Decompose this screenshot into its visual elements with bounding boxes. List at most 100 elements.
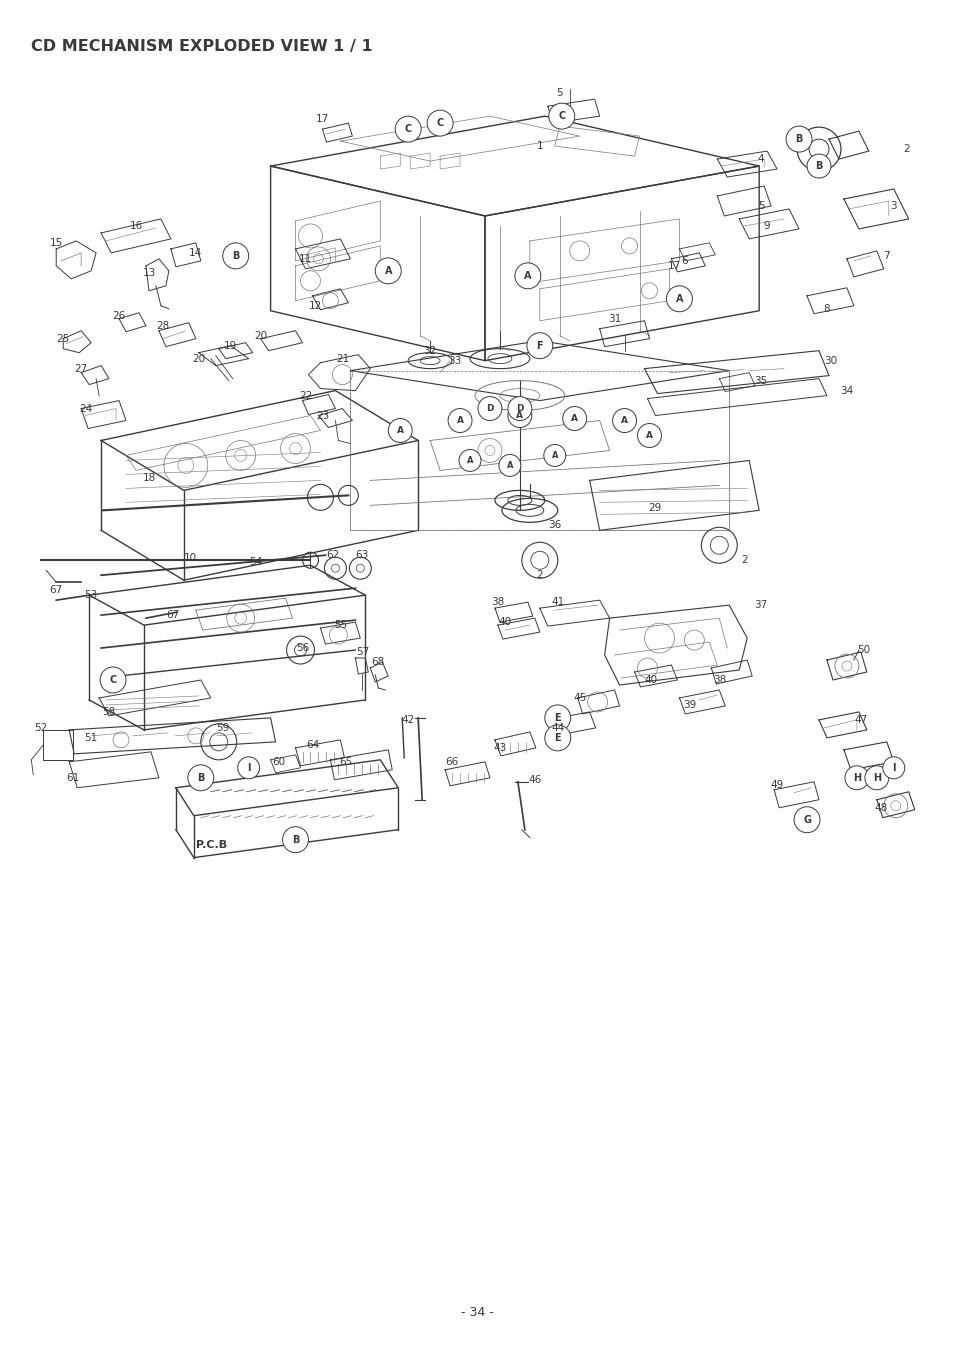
Text: 39: 39	[682, 700, 696, 709]
Circle shape	[427, 111, 453, 136]
Text: 67: 67	[50, 585, 63, 596]
Text: 1: 1	[536, 141, 542, 151]
Text: 53: 53	[85, 590, 97, 600]
Text: 3: 3	[889, 201, 896, 211]
Text: H: H	[872, 773, 880, 782]
Text: 35: 35	[754, 376, 767, 385]
Text: 43: 43	[493, 743, 506, 753]
Text: A: A	[384, 266, 392, 276]
Text: 17: 17	[315, 113, 329, 124]
Text: 11: 11	[298, 254, 312, 263]
Text: 26: 26	[112, 311, 126, 320]
Text: 38: 38	[491, 597, 504, 607]
Text: 47: 47	[853, 715, 866, 725]
Text: 59: 59	[216, 723, 229, 732]
Circle shape	[562, 407, 586, 431]
Circle shape	[806, 154, 830, 178]
Text: C: C	[436, 118, 443, 128]
Text: A: A	[551, 451, 558, 459]
Text: A: A	[456, 416, 463, 426]
Circle shape	[388, 419, 412, 443]
Circle shape	[188, 765, 213, 790]
Text: 34: 34	[840, 385, 853, 396]
Text: 22: 22	[298, 390, 312, 401]
Circle shape	[507, 397, 531, 420]
Circle shape	[100, 667, 126, 693]
Text: G: G	[802, 815, 810, 824]
Circle shape	[793, 807, 820, 832]
Text: 23: 23	[315, 411, 329, 420]
Text: 32: 32	[423, 346, 436, 355]
Circle shape	[375, 258, 401, 284]
Text: 40: 40	[644, 676, 658, 685]
Text: 24: 24	[79, 404, 92, 413]
Text: 7: 7	[882, 251, 889, 261]
Text: 65: 65	[338, 757, 352, 767]
Text: 9: 9	[763, 222, 770, 231]
Circle shape	[498, 454, 520, 477]
Text: 6: 6	[680, 255, 687, 266]
Text: D: D	[486, 404, 494, 413]
Circle shape	[864, 766, 888, 790]
Text: 44: 44	[551, 723, 564, 732]
Text: 25: 25	[56, 334, 70, 343]
Text: A: A	[396, 426, 403, 435]
Text: A: A	[620, 416, 627, 426]
Text: 62: 62	[326, 550, 338, 561]
Text: 42: 42	[401, 715, 415, 725]
Text: A: A	[466, 455, 473, 465]
Text: A: A	[675, 293, 682, 304]
Text: 10: 10	[184, 554, 197, 563]
Text: B: B	[197, 773, 204, 782]
Text: A: A	[523, 270, 531, 281]
Text: 4: 4	[757, 154, 763, 163]
Text: 29: 29	[647, 504, 660, 513]
Text: C: C	[110, 676, 116, 685]
Text: 68: 68	[372, 657, 384, 667]
Text: 2: 2	[902, 145, 909, 154]
Circle shape	[785, 126, 811, 153]
Text: 2: 2	[740, 555, 747, 565]
Text: 61: 61	[67, 773, 80, 782]
Text: B: B	[795, 134, 801, 145]
Text: - 34 -: - 34 -	[460, 1305, 493, 1319]
Text: 20: 20	[193, 354, 205, 363]
Circle shape	[666, 286, 692, 312]
Text: 36: 36	[548, 520, 560, 531]
Text: A: A	[571, 413, 578, 423]
Text: 17: 17	[667, 261, 680, 270]
Circle shape	[515, 263, 540, 289]
Text: 19: 19	[224, 340, 237, 351]
Circle shape	[526, 332, 552, 358]
Text: 5: 5	[556, 88, 562, 99]
Text: 66: 66	[445, 757, 458, 767]
Text: B: B	[292, 835, 299, 844]
Text: 48: 48	[873, 802, 886, 813]
Circle shape	[507, 404, 531, 427]
Circle shape	[458, 450, 480, 471]
Text: B: B	[815, 161, 821, 172]
Text: C: C	[404, 124, 412, 134]
Text: A: A	[506, 461, 513, 470]
Text: 51: 51	[85, 732, 97, 743]
Text: 21: 21	[335, 354, 349, 363]
Text: 57: 57	[355, 647, 369, 657]
Text: F: F	[536, 340, 542, 351]
Text: B: B	[232, 251, 239, 261]
Circle shape	[544, 725, 570, 751]
Circle shape	[222, 243, 249, 269]
Circle shape	[395, 116, 420, 142]
Text: 5: 5	[757, 201, 763, 211]
Text: 27: 27	[74, 363, 88, 374]
Text: CD MECHANISM EXPLODED VIEW 1 / 1: CD MECHANISM EXPLODED VIEW 1 / 1	[31, 39, 373, 54]
Text: 13: 13	[142, 267, 155, 278]
Text: 2: 2	[536, 570, 542, 580]
Text: I: I	[247, 763, 250, 773]
Text: 63: 63	[355, 550, 369, 561]
Text: 60: 60	[272, 757, 285, 767]
Text: E: E	[554, 713, 560, 723]
Text: 16: 16	[130, 222, 142, 231]
Text: 58: 58	[102, 707, 115, 717]
Text: 8: 8	[822, 304, 829, 313]
Circle shape	[477, 397, 501, 420]
